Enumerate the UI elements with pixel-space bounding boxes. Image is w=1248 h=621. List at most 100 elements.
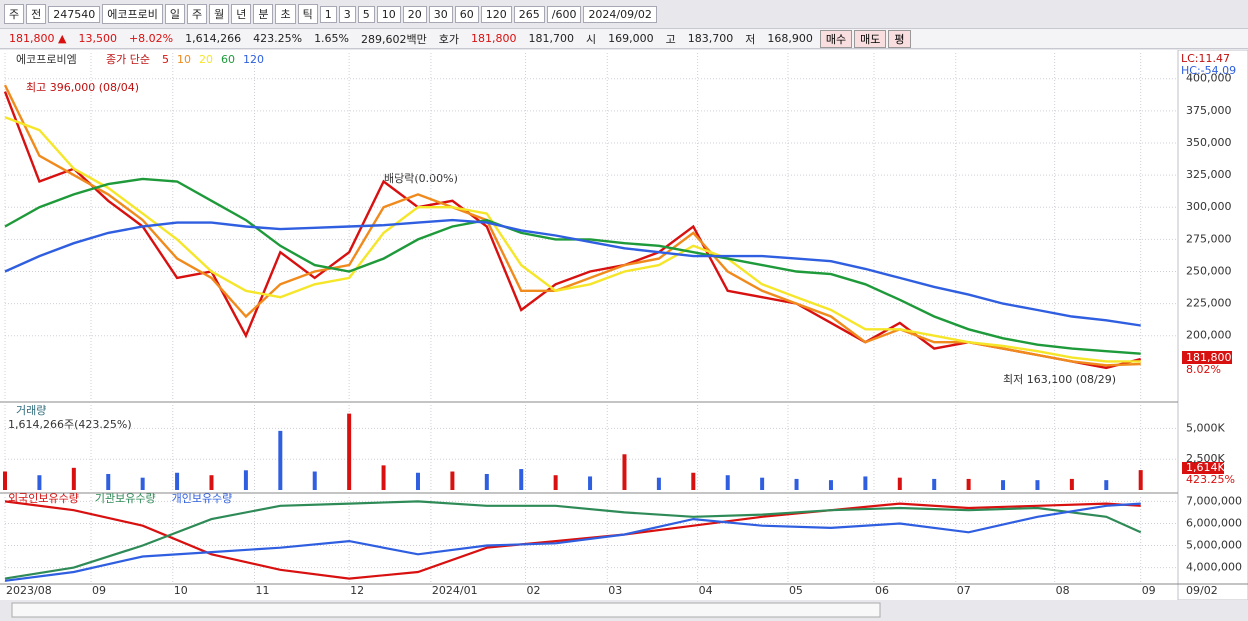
y-tick-label: 350,000 [1186, 136, 1232, 149]
info-item: 고 [665, 32, 676, 46]
y-tick-label: 5,000K [1186, 421, 1225, 434]
x-tick-label: 04 [699, 584, 713, 597]
volume-bar [863, 476, 868, 490]
x-tick-label: 12 [350, 584, 364, 597]
info-item: 181,800 [471, 32, 517, 45]
series-line [4, 500, 1142, 580]
axis-area [1177, 50, 1248, 601]
volume-bar [347, 413, 352, 490]
volume-bar [415, 472, 420, 490]
change-label: 8.02% [1186, 363, 1221, 376]
volume-pct-label: 423.25% [1186, 473, 1235, 486]
volume-bar [725, 475, 730, 490]
toolbar-item[interactable]: 1 [319, 5, 337, 23]
volume-bar [1104, 480, 1109, 490]
volume-bar [140, 477, 145, 490]
button[interactable]: 매도 [854, 29, 887, 48]
volume-bar [656, 477, 661, 490]
legend-entry: 20 [199, 53, 213, 66]
button[interactable]: 평 [888, 29, 911, 48]
info-item: 181,800 ▲ [9, 32, 67, 45]
volume-bar [278, 430, 283, 490]
series-line [4, 116, 1141, 363]
x-tick-label: 10 [174, 584, 188, 597]
volume-bar [450, 471, 455, 490]
volume-label: 1,614K [1186, 461, 1225, 474]
x-tick-label: 09 [1142, 584, 1156, 597]
toolbar-item[interactable]: 265 [513, 5, 545, 23]
volume-bar [175, 472, 180, 490]
y-tick-label: 200,000 [1186, 329, 1232, 342]
x-tick-label: 11 [256, 584, 270, 597]
price-box [1182, 351, 1232, 364]
volume-bar [897, 477, 902, 490]
toolbar-item[interactable]: 5 [357, 5, 375, 23]
volume-bar [588, 476, 593, 490]
button[interactable]: 매수 [819, 29, 853, 48]
info-item: 시 [586, 32, 597, 46]
y-tick-label: 300,000 [1186, 200, 1232, 213]
toolbar-item[interactable]: 247540 [48, 5, 101, 23]
volume-bar [243, 470, 248, 490]
toolbar-item[interactable]: 월 [209, 4, 230, 24]
toolbar-item[interactable]: 분 [253, 4, 274, 24]
y-tick-label: 325,000 [1186, 168, 1232, 181]
toolbar-item[interactable]: /600 [546, 5, 582, 23]
volume-bar [37, 475, 42, 490]
scroll-track[interactable] [11, 602, 881, 618]
series-line [3, 84, 1141, 367]
toolbar-item[interactable]: 주 [186, 4, 208, 24]
info-item: 169,000 [608, 32, 654, 45]
y-tick-label: 4,000,000 [1186, 561, 1242, 574]
y-tick-label: 6,000,000 [1186, 516, 1242, 529]
x-tick-label: 2023/08 [6, 584, 52, 597]
toolbar-item[interactable]: 틱 [297, 4, 318, 24]
toolbar-item[interactable]: 20 [402, 5, 427, 23]
y-tick-label: 2,500K [1186, 452, 1225, 465]
annotation-low: 최저 163,100 (08/29) [1003, 373, 1116, 386]
chart-area: 에코프로비엠 종가 단순 최고 396,000 (08/04) 배당락(0.00… [0, 50, 1248, 621]
toolbar-item[interactable]: 에코프로비 [102, 4, 163, 24]
volume-bar [966, 478, 971, 490]
toolbar-item[interactable]: 2024/09/02 [583, 5, 657, 23]
price-title: 에코프로비엠 [16, 53, 77, 66]
volume-bar [828, 480, 833, 490]
volume-bar [553, 475, 558, 490]
legend-entry: 120 [243, 53, 264, 66]
volume-bar [1035, 480, 1040, 490]
annotation-high: 최고 396,000 (08/04) [26, 81, 139, 94]
info-item: 289,602백만 [361, 32, 427, 46]
toolbar-item[interactable]: 일 [164, 4, 185, 24]
toolbar-item[interactable]: 30 [428, 5, 453, 23]
toolbar-item[interactable]: 초 [275, 4, 296, 24]
info-item: 13,500 [78, 32, 117, 45]
toolbar-item[interactable]: 주 [4, 4, 25, 24]
x-tick-label: 2024/01 [432, 584, 478, 597]
volume-bar [209, 475, 214, 490]
y-tick-label: 5,000,000 [1186, 539, 1242, 552]
info-item: 423.25% [253, 32, 303, 45]
legend-entry: 10 [177, 53, 191, 66]
series-line [4, 502, 1141, 582]
toolbar-item[interactable]: 3 [338, 5, 356, 23]
x-tick-label: 05 [789, 584, 803, 597]
info-item: 1.65% [314, 32, 350, 45]
volume-bar [106, 473, 111, 490]
legend-entry: 개인보유수량 [172, 492, 233, 505]
volume-bar [3, 471, 7, 490]
info-item: 1,614,266 [185, 32, 242, 45]
toolbar-item[interactable]: 60 [454, 5, 479, 23]
y-tick-label: 7,000,000 [1186, 494, 1242, 507]
volume-box [1182, 462, 1224, 474]
toolbar-item[interactable]: 10 [376, 5, 401, 23]
date-label: 09/02 [1186, 584, 1218, 597]
toolbar: 주 전 247540 에코프로비 일 주 월 년 분 초 틱 1 3 5 10 20 30 60 120 265/60… [0, 2, 1248, 26]
volume-bar [1138, 470, 1143, 490]
toolbar-item[interactable]: 120 [480, 5, 512, 23]
toolbar-item[interactable]: 년 [231, 4, 252, 24]
x-tick-label: 08 [1056, 584, 1070, 597]
info-item: +8.02% [128, 32, 174, 45]
toolbar-item[interactable]: 전 [26, 4, 47, 24]
volume-bar [519, 469, 524, 490]
